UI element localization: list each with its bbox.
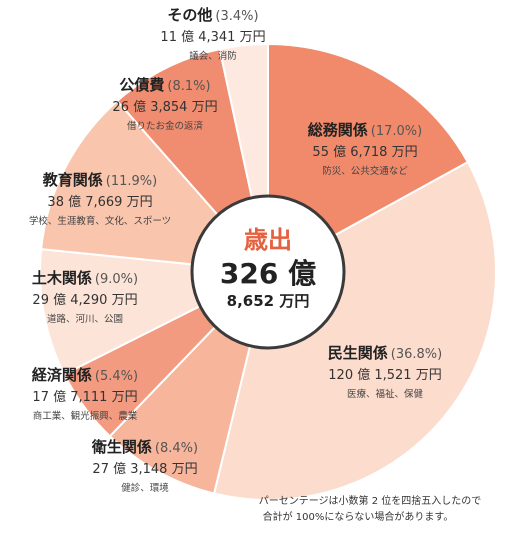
category-name: 土木関係 (32, 269, 92, 287)
percent-label: (36.8%) (391, 347, 442, 362)
center-title: 歳出 (244, 226, 292, 254)
slice-label: 経済関係 (5.4%) (32, 366, 138, 384)
center-sub: 8,652 万円 (227, 292, 310, 310)
slice-label: 総務関係 (17.0%) (308, 121, 422, 139)
category-name: 教育関係 (42, 171, 103, 189)
category-name: その他 (167, 6, 212, 24)
note: パーセンテージは小数第 2 位を四捨五入したので (259, 494, 482, 507)
category-name: 公債費 (119, 76, 164, 94)
amount-label: 26 億 3,854 万円 (112, 99, 217, 115)
slice (212, 160, 497, 501)
percent-label: (8.1%) (167, 79, 210, 94)
percent-label: (8.4%) (155, 441, 198, 456)
slice-label: 衛生関係 (8.4%) (91, 438, 198, 456)
percent-label: (3.4%) (215, 9, 258, 24)
description: 道路、河川、公園 (47, 313, 123, 325)
description: 医療、福祉、保健 (347, 388, 424, 400)
slice-label: その他 (3.4%) (167, 6, 258, 24)
slice-label: 民生関係 (36.8%) (328, 344, 442, 362)
note: 合計が 100%にならない場合があります。 (263, 510, 454, 523)
amount-label: 17 億 7,111 万円 (32, 389, 137, 405)
amount-label: 27 億 3,148 万円 (92, 461, 197, 477)
amount-label: 120 億 1,521 万円 (328, 367, 441, 383)
slice-label: 教育関係 (11.9%) (42, 171, 157, 189)
description: 学校、生涯教育、文化、スポーツ (29, 215, 171, 227)
amount-label: 55 億 6,718 万円 (312, 144, 417, 160)
percent-label: (9.0%) (95, 272, 138, 287)
category-name: 民生関係 (328, 344, 388, 362)
slice-label: 土木関係 (9.0%) (32, 269, 138, 287)
percent-label: (11.9%) (106, 174, 157, 189)
description: 借りたお金の返済 (127, 120, 204, 132)
amount-label: 11 億 4,341 万円 (160, 29, 265, 45)
center-circle (190, 194, 346, 350)
description: 防災、公共交通など (322, 165, 408, 177)
description: 議会、消防 (189, 50, 237, 62)
category-name: 経済関係 (32, 366, 92, 384)
percent-label: (17.0%) (371, 124, 422, 139)
percent-label: (5.4%) (95, 369, 138, 384)
amount-label: 29 億 4,290 万円 (32, 292, 137, 308)
center-value: 326 億 (220, 257, 316, 290)
category-name: 衛生関係 (91, 438, 152, 456)
amount-label: 38 億 7,669 万円 (47, 194, 152, 210)
description: 健診、環境 (121, 482, 169, 494)
slice-label: 公債費 (8.1%) (119, 76, 210, 94)
description: 商工業、観光振興、農業 (33, 410, 138, 422)
category-name: 総務関係 (308, 121, 368, 139)
